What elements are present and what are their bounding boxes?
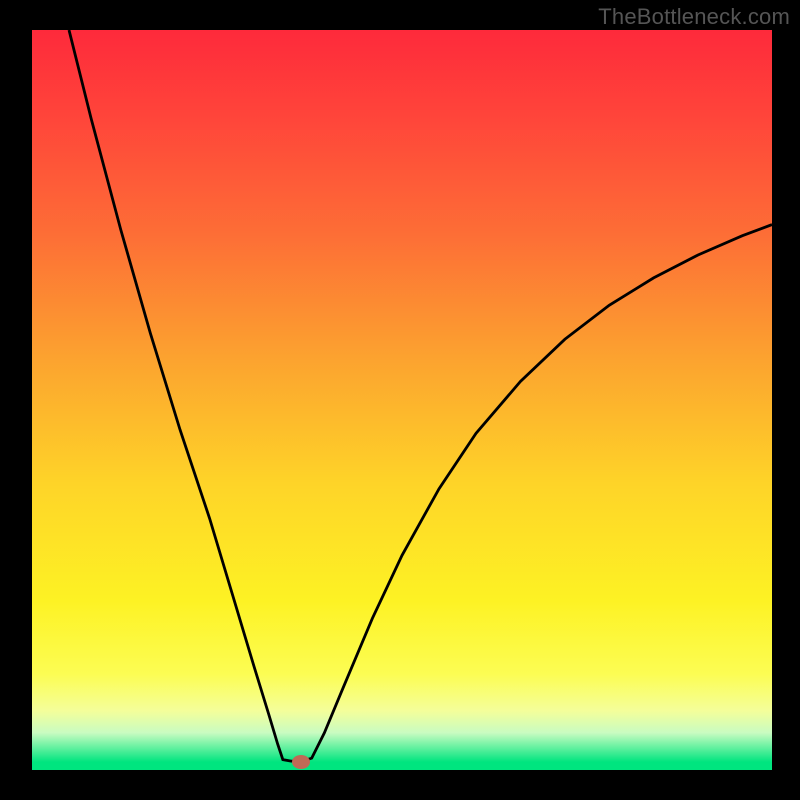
bottleneck-curve (32, 30, 772, 770)
chart-root: { "watermark": { "text": "TheBottleneck.… (0, 0, 800, 800)
watermark-text: TheBottleneck.com (598, 4, 790, 30)
curve-path (69, 30, 772, 761)
optimum-marker (292, 755, 310, 769)
plot-area (32, 30, 772, 770)
